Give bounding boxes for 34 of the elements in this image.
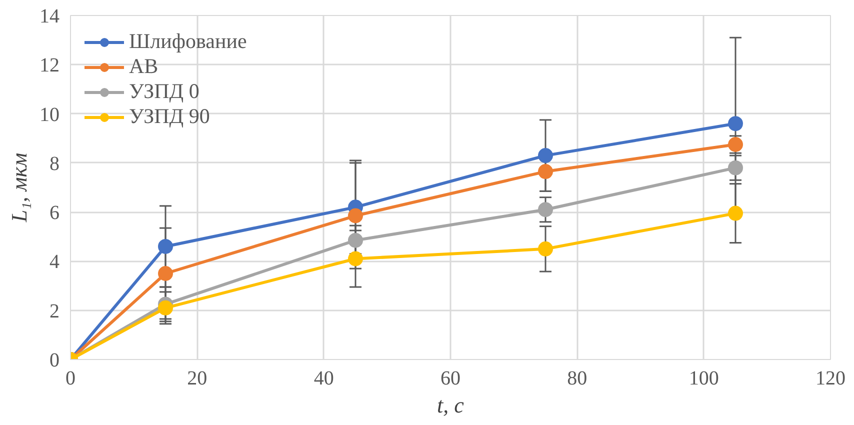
point xyxy=(728,206,743,221)
x-axis-title: t, с xyxy=(437,392,464,418)
y-tick-label: 8 xyxy=(50,152,60,175)
y-tick-label: 6 xyxy=(50,202,60,224)
x-tick-label: 80 xyxy=(567,368,588,390)
point xyxy=(348,232,363,248)
point xyxy=(538,164,553,180)
point xyxy=(728,160,743,176)
point xyxy=(538,148,553,164)
y-tick-label: 0 xyxy=(50,350,60,372)
y-tick-label: 4 xyxy=(50,251,60,274)
x-tick-label: 40 xyxy=(314,368,334,390)
x-tick-label: 0 xyxy=(66,368,76,390)
y-tick-label: 12 xyxy=(40,54,60,77)
point xyxy=(348,251,363,266)
y-axis-title: L₁, мкм xyxy=(6,152,32,224)
x-tick-label: 120 xyxy=(816,368,846,390)
legend-label: УЗПД 90 xyxy=(129,104,210,129)
point xyxy=(158,300,173,316)
legend-label: Шлифование xyxy=(129,29,247,54)
point xyxy=(158,266,173,281)
x-tick-label: 100 xyxy=(688,368,719,390)
point xyxy=(728,116,743,132)
y-tick-label: 14 xyxy=(40,6,60,28)
point xyxy=(538,202,553,218)
point xyxy=(538,241,553,256)
legend-label: УЗПД 0 xyxy=(129,79,200,104)
legend-label: АВ xyxy=(129,54,158,79)
y-tick-label: 10 xyxy=(40,104,60,126)
point xyxy=(158,238,173,254)
y-tick-label: 2 xyxy=(50,300,60,322)
x-tick-label: 20 xyxy=(187,368,208,390)
x-tick-label: 60 xyxy=(440,368,460,390)
point xyxy=(348,208,363,224)
